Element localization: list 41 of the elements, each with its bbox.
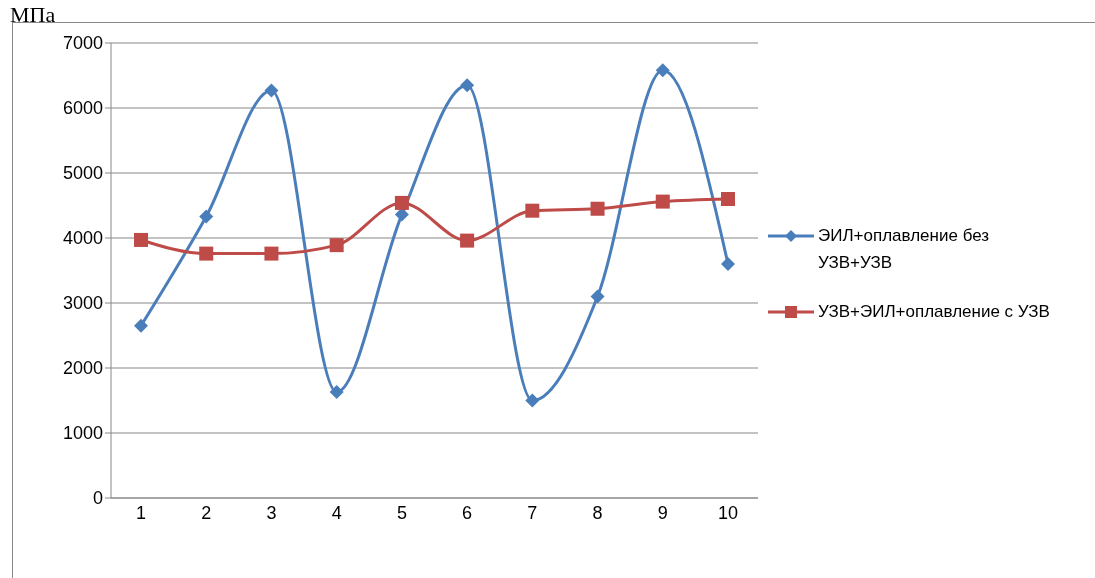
x-tick-label: 8 bbox=[592, 502, 603, 523]
point bbox=[199, 246, 214, 261]
point bbox=[721, 192, 735, 206]
point bbox=[134, 232, 148, 247]
point bbox=[460, 78, 475, 93]
y-tick-label: 4000 bbox=[62, 228, 103, 249]
point bbox=[460, 233, 475, 248]
point bbox=[329, 238, 344, 253]
x-tick-label: 10 bbox=[717, 502, 739, 523]
y-axis-title: МПа bbox=[10, 2, 56, 28]
x-tick-label: 5 bbox=[396, 502, 407, 523]
point bbox=[590, 289, 605, 304]
point bbox=[721, 257, 735, 271]
point bbox=[525, 393, 540, 408]
point bbox=[264, 246, 279, 261]
x-tick-label: 9 bbox=[657, 502, 668, 523]
x-tick-label: 1 bbox=[135, 502, 147, 523]
x-tick-label: 4 bbox=[331, 502, 342, 523]
x-tick-label: 7 bbox=[527, 502, 538, 523]
y-tick-label: 6000 bbox=[62, 98, 103, 119]
point bbox=[590, 201, 605, 216]
legend-label: УЗВ+ЭИЛ+оплавление с УЗВ bbox=[818, 300, 1050, 323]
point bbox=[329, 385, 344, 400]
y-tick-label: 1000 bbox=[62, 423, 103, 444]
y-tick-label: 3000 bbox=[62, 293, 103, 314]
x-tick-label: 2 bbox=[201, 502, 212, 523]
point bbox=[655, 194, 670, 209]
point bbox=[525, 203, 540, 218]
point bbox=[134, 318, 148, 333]
point bbox=[199, 209, 214, 224]
y-tick-label: 5000 bbox=[62, 163, 103, 184]
point bbox=[394, 207, 409, 222]
point bbox=[655, 63, 670, 78]
y-tick-label: 7000 bbox=[62, 33, 103, 54]
y-tick-label: 2000 bbox=[62, 358, 103, 379]
legend-label: ЭИЛ+оплавление без УЗВ+УЗВ bbox=[818, 224, 991, 274]
y-tick-label: 0 bbox=[92, 488, 103, 509]
x-tick-label: 3 bbox=[266, 502, 277, 523]
point bbox=[394, 195, 409, 210]
point bbox=[264, 83, 279, 98]
x-tick-label: 6 bbox=[462, 502, 473, 523]
